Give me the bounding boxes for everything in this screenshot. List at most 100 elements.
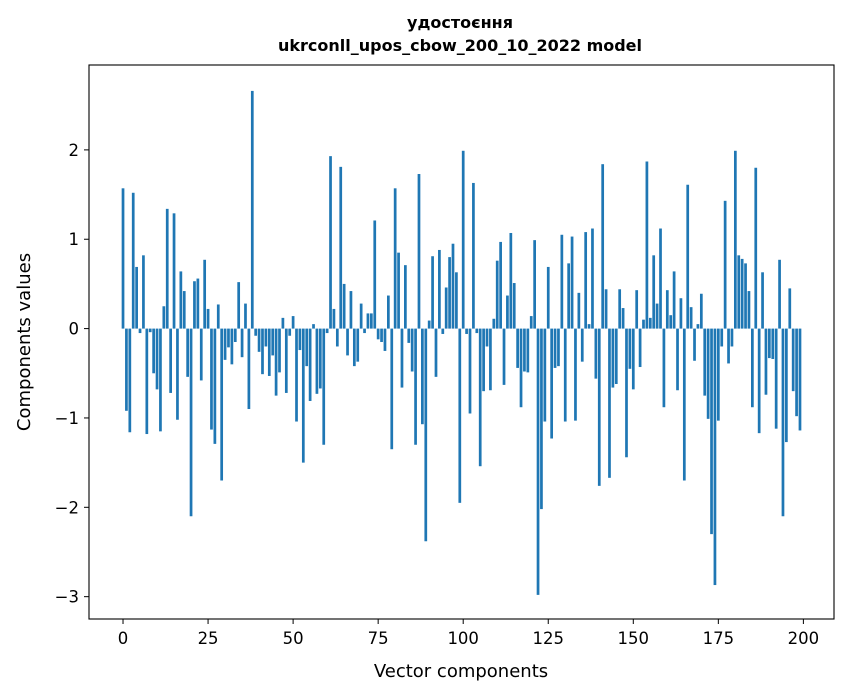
bar — [196, 278, 200, 329]
y-axis-ticks: −3 −2 −1 0 1 2 — [55, 141, 89, 607]
x-tick-label: 200 — [788, 629, 820, 648]
bar — [659, 228, 662, 329]
bar — [591, 228, 594, 329]
bar — [176, 328, 179, 420]
bar — [424, 328, 428, 542]
bar — [720, 328, 724, 347]
bar — [608, 328, 611, 478]
x-tick-label: 75 — [368, 629, 389, 648]
bar — [580, 328, 584, 362]
bar — [740, 258, 744, 329]
bar — [601, 164, 605, 329]
bar — [250, 90, 254, 329]
bar — [356, 328, 360, 362]
bar — [604, 289, 608, 329]
bar — [230, 328, 234, 365]
bar — [723, 200, 727, 329]
bar — [638, 328, 642, 368]
bars-group — [121, 90, 802, 595]
bar — [349, 291, 353, 329]
bar — [621, 308, 625, 329]
bar — [448, 257, 451, 329]
bar — [339, 166, 343, 329]
bar — [329, 156, 332, 329]
bar — [516, 328, 519, 368]
bar — [567, 263, 571, 329]
bar — [584, 232, 588, 329]
bar — [414, 328, 417, 445]
bar — [247, 328, 251, 410]
bar — [441, 328, 445, 334]
bar — [625, 328, 628, 458]
bar — [771, 328, 775, 359]
bar — [557, 328, 560, 367]
bar — [271, 328, 275, 356]
x-axis-label: Vector components — [374, 661, 548, 682]
bar — [618, 289, 622, 329]
plot-frame — [88, 64, 835, 620]
bar — [614, 328, 618, 384]
bar — [672, 271, 676, 329]
bar — [359, 303, 363, 329]
bar — [560, 234, 564, 329]
bar — [128, 328, 132, 433]
bar — [495, 260, 499, 329]
bar — [492, 318, 496, 329]
bar — [227, 328, 230, 348]
bar — [669, 315, 673, 329]
bar — [210, 328, 213, 430]
bar — [179, 271, 183, 329]
bar — [478, 328, 482, 467]
bar — [400, 328, 404, 388]
x-tick-label: 125 — [532, 629, 564, 648]
bar — [152, 328, 155, 374]
bar — [332, 308, 336, 329]
bar — [312, 324, 315, 329]
bar — [465, 328, 468, 334]
bar — [635, 290, 639, 329]
bar — [223, 328, 227, 360]
bar — [284, 328, 288, 393]
bar — [703, 328, 707, 396]
bar — [387, 295, 390, 329]
bar — [733, 150, 737, 329]
bar — [594, 328, 598, 379]
bar — [523, 328, 526, 372]
bar — [461, 150, 465, 329]
bar — [536, 328, 540, 595]
bar — [631, 328, 635, 390]
bar — [342, 283, 346, 329]
bar — [288, 328, 292, 336]
bar — [546, 266, 550, 329]
bar — [696, 324, 700, 329]
bar — [148, 328, 152, 333]
bar — [182, 291, 186, 329]
bar — [645, 161, 649, 329]
bar — [216, 304, 220, 329]
bar — [444, 287, 448, 329]
bar — [281, 317, 285, 329]
bar — [393, 188, 397, 329]
bar — [138, 328, 142, 334]
bar — [778, 259, 781, 329]
bar — [665, 290, 669, 329]
bar — [301, 328, 305, 463]
bar — [315, 328, 319, 394]
bar — [131, 192, 135, 329]
bar — [267, 328, 271, 376]
bar — [710, 328, 713, 535]
bar — [757, 328, 761, 434]
bar — [206, 308, 210, 329]
y-tick-label: 1 — [69, 230, 80, 249]
bar — [172, 213, 176, 329]
bar — [788, 288, 792, 329]
bar — [295, 328, 298, 422]
bar — [676, 328, 679, 391]
bar — [455, 272, 458, 329]
bar — [193, 281, 196, 329]
bar — [489, 328, 492, 391]
bar — [628, 328, 632, 369]
bar — [274, 328, 278, 396]
bar — [169, 328, 172, 393]
bar — [254, 328, 258, 336]
